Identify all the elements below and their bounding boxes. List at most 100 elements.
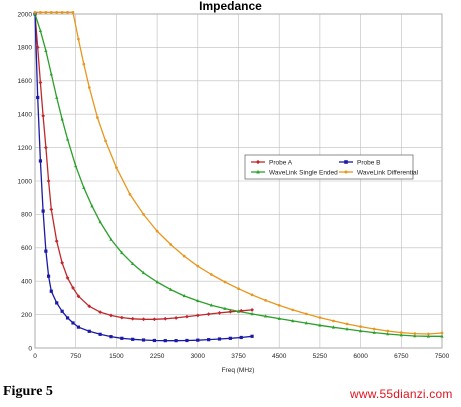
data-point-s0-5 [46,179,51,183]
x-tick-label: 2250 [150,353,165,360]
data-point-s0-14 [109,313,113,318]
data-point-s2-35 [426,334,431,338]
data-point-s1-15 [120,336,124,340]
data-point-s2-14 [141,270,146,275]
data-point-s2-30 [359,328,363,333]
data-point-s1-27 [250,334,254,338]
y-tick-label: 1400 [18,112,33,119]
data-point-s2-28 [331,325,336,329]
data-point-s2-1 [38,28,43,32]
legend-marker-2 [256,169,260,174]
data-point-s1-26 [239,335,243,340]
data-point-s2-17 [182,293,186,298]
data-point-s0-25 [228,309,233,314]
data-point-s0-26 [239,308,244,313]
data-point-s1-8 [60,309,64,313]
data-point-s0-7 [54,239,59,244]
data-point-s0-11 [76,294,81,299]
data-point-s1-12 [87,329,91,333]
data-point-s1-20 [174,339,178,343]
legend-marker-0 [255,159,261,165]
y-tick-label: 0 [28,345,32,352]
data-point-s1-10 [71,321,75,325]
data-point-s1-13 [98,332,102,336]
x-tick-label: 6750 [394,353,409,360]
data-point-s3-5 [60,10,64,14]
data-point-s2-21 [236,309,241,313]
data-point-s0-23 [206,312,211,316]
legend-label-0: Probe A [269,159,293,166]
x-tick-label: 5250 [313,353,328,360]
impedance-chart: 0 200 400 600 800 1000 1200 1400 1600 1800 2000 0 7… [18,10,450,374]
data-point-s3-3 [49,10,53,14]
data-point-s2-31 [372,330,376,334]
data-point-s2-26 [304,321,308,325]
data-point-s0-13 [98,310,103,314]
data-point-s3-31 [359,325,362,328]
legend: Probe A Probe B WaveLink Single Ended WaveL… [244,154,419,180]
data-point-s2-5 [60,117,64,121]
data-point-s2-6 [65,137,70,141]
y-tick-label: 200 [21,312,32,319]
data-point-s1-25 [228,336,232,340]
data-point-s2-19 [209,303,213,307]
x-tick-label: 0 [33,353,37,360]
data-point-s3-28 [318,316,322,319]
data-point-s3-11 [96,116,99,119]
data-point-s3-14 [128,193,132,196]
data-point-s0-24 [217,311,222,315]
data-point-s3-24 [264,299,267,302]
data-point-s0-2 [38,80,43,85]
data-point-s2-18 [196,298,200,303]
data-point-s3-16 [155,229,159,233]
data-point-s3-10 [87,86,91,89]
data-point-s2-25 [291,318,295,323]
x-tick-labels: 0 750 1500 2250 3000 3750 4500 5250 6000 6750 7500 [33,353,449,360]
data-point-s2-23 [264,314,268,318]
data-point-s0-16 [130,316,135,321]
data-point-s2-7 [74,163,78,168]
grid-lines [34,13,443,349]
data-point-s1-14 [109,335,113,339]
data-point-s1-21 [185,338,189,343]
data-point-s0-4 [43,145,48,150]
data-point-s2-34 [413,333,417,338]
y-tick-labels: 0 200 400 600 800 1000 1200 1400 1600 1800 2000 [18,11,33,352]
data-point-s3-33 [386,329,390,333]
data-point-s3-35 [413,332,417,335]
y-tick-label: 600 [21,245,32,252]
data-point-s3-22 [237,287,240,291]
data-point-s0-20 [174,316,178,320]
y-tick-label: 1800 [18,45,33,52]
x-tick-label: 4500 [272,353,287,360]
data-point-s0-27 [250,308,254,312]
chart-title: Impedance [199,0,262,13]
data-point-s3-25 [277,304,281,307]
data-point-s2-8 [82,185,86,189]
data-point-s3-8 [77,37,80,41]
data-point-s2-29 [345,327,349,331]
data-point-s2-9 [90,204,94,208]
data-point-s2-12 [120,250,124,255]
data-point-s0-17 [141,317,146,322]
data-point-s1-11 [76,325,81,329]
data-point-s2-20 [223,306,227,310]
data-point-s1-4 [44,249,48,253]
y-tick-label: 2000 [18,11,33,18]
data-point-s3-34 [399,331,403,334]
data-point-s1-19 [163,339,167,343]
data-point-s3-26 [291,308,295,312]
series-markers [33,10,444,343]
data-point-s3-19 [196,264,200,268]
data-point-s2-4 [55,95,59,99]
data-point-s2-13 [131,261,135,265]
data-point-s1-9 [65,316,70,320]
data-point-s3-21 [223,280,227,284]
data-point-s3-17 [169,243,173,246]
data-point-s3-20 [210,273,213,276]
data-point-s0-12 [87,304,92,309]
data-point-s3-1 [39,10,42,14]
data-point-s1-3 [41,209,45,213]
legend-box [244,154,414,180]
data-point-s0-21 [185,314,189,319]
